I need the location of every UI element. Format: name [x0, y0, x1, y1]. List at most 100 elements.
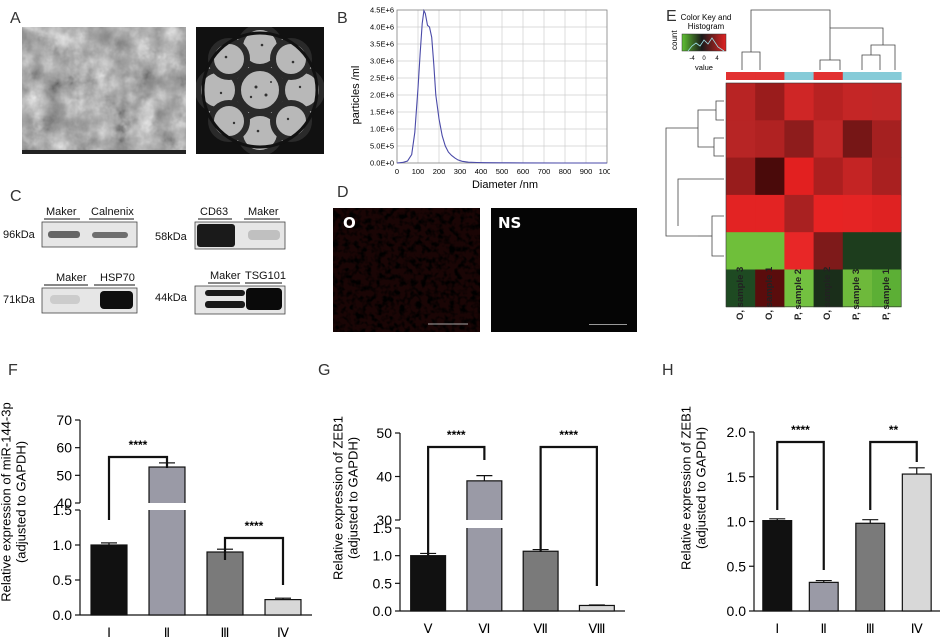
blot2-lane2-label: Maker — [248, 206, 279, 218]
heatmap-cell — [813, 83, 844, 121]
heatmap-column-label: O, sample 2 — [822, 266, 834, 320]
significance-label: **** — [559, 428, 578, 442]
significance-label: ** — [889, 423, 899, 437]
heatmap-cell — [726, 120, 756, 158]
heatmap-column-label: P, sample 3 — [851, 268, 863, 320]
nta-y-tick-label: 0.0E+0 — [370, 159, 394, 168]
tem-image-left — [22, 27, 186, 154]
nta-y-tick-label: 1.0E+6 — [370, 125, 394, 134]
significance-label: **** — [245, 519, 264, 533]
heatmap-cell — [813, 232, 844, 270]
western-blots: Maker Calnenix 96kDa CD63 Maker 58kDa Ma… — [3, 206, 286, 315]
blot2-lane1-label: CD63 — [200, 206, 228, 218]
blot3-kda: 71kDa — [3, 294, 36, 306]
color-key-title: Color Key and Histogram — [681, 13, 732, 31]
y-tick-label: 0.5 — [373, 575, 393, 591]
significance-bracket — [869, 440, 918, 510]
nta-y-tick-label: 4.5E+6 — [370, 6, 394, 15]
heatmap-cell — [813, 194, 844, 233]
nta-x-tick-label: 800 — [559, 167, 572, 176]
bar — [410, 555, 447, 612]
x-tick-label: Ⅵ — [478, 621, 490, 636]
group-color-cell — [726, 72, 756, 80]
y-tick-label: 0.0 — [373, 603, 393, 619]
blot1-lane2-label: Calnenix — [91, 206, 134, 218]
fluorescence-image-o — [333, 208, 480, 332]
nta-y-tick-label: 5.0E+5 — [370, 142, 394, 151]
nta-chart: 0.0E+0 5.0E+5 1.0E+6 1.5E+6 2.0E+6 2.5E+6 3.0E… — [350, 6, 610, 192]
blot4-lane2-label: TSG101 — [245, 270, 286, 282]
significance-label: **** — [447, 428, 466, 442]
chart-g-ylabel: Relative expression of ZEB1(adjusted to … — [331, 416, 361, 580]
y-tick-label: 0.0 — [53, 607, 73, 623]
nta-x-ticks: 0 100 200 300 400 500 600 700 800 900 1000 — [395, 167, 610, 176]
x-tick-label: Ⅴ — [424, 621, 433, 636]
x-tick-label: Ⅲ — [866, 621, 875, 636]
y-tick-label: 0.5 — [53, 572, 73, 588]
y-tick-label: 2.0 — [727, 424, 747, 440]
axis-break-gap — [465, 520, 503, 528]
heatmap-cell — [842, 232, 873, 270]
bar — [578, 604, 615, 612]
bar — [522, 550, 559, 612]
heatmap-column-label: P, sample 2 — [793, 268, 804, 320]
nta-y-axis-label: particles /ml — [350, 66, 362, 125]
heatmap-cell — [726, 157, 756, 196]
nta-y-tick-label: 3.0E+6 — [370, 57, 394, 66]
heatmap-cell — [755, 269, 785, 308]
group-color-cell — [813, 72, 844, 80]
x-tick-label: Ⅳ — [911, 621, 923, 636]
nta-y-ticks: 0.0E+0 5.0E+5 1.0E+6 1.5E+6 2.0E+6 2.5E+6 3.0E… — [370, 6, 394, 168]
bar — [855, 522, 886, 612]
chart-f-ylabel: Relative expression of miR-144-3p(adjust… — [0, 402, 29, 601]
y-tick-label: 40 — [376, 469, 392, 485]
panel-letter-f: F — [8, 362, 18, 379]
nta-x-tick-label: 900 — [580, 167, 593, 176]
x-tick-label: Ⅰ — [775, 621, 779, 636]
nta-x-tick-label: 500 — [496, 167, 509, 176]
bar — [762, 520, 793, 612]
y-tick-label: 1.0 — [53, 537, 73, 553]
heatmap-cells — [725, 82, 902, 308]
fluorescence-label-o: O — [343, 214, 356, 232]
group-color-cell — [755, 72, 785, 80]
heatmap-cell — [755, 232, 785, 270]
bar — [264, 599, 302, 616]
nta-gridlines — [396, 9, 608, 164]
blot1-kda: 96kDa — [3, 229, 36, 241]
heatmap-cell — [726, 269, 756, 308]
bar — [206, 551, 244, 616]
x-tick-label: Ⅳ — [277, 625, 289, 640]
heatmap-cell — [726, 194, 756, 233]
bar — [901, 473, 932, 612]
fluorescence-image-ns — [491, 208, 637, 332]
x-tick-label: Ⅷ — [588, 621, 605, 636]
color-key-value-label: value — [695, 63, 713, 72]
nta-x-tick-label: 100 — [412, 167, 425, 176]
heatmap-cell — [784, 120, 814, 158]
nta-x-tick-label: 400 — [475, 167, 488, 176]
heatmap-cell — [726, 232, 756, 270]
heatmap-panel: Color Key and Histogram count -4 0 4 valu… — [665, 9, 902, 308]
heatmap-cell — [726, 83, 756, 121]
blot1-lane1-label: Maker — [46, 206, 77, 218]
y-tick-label: 0.0 — [727, 603, 747, 619]
heatmap-cell — [842, 269, 873, 308]
bar-chart-f: Relative expression of miR-144-3p(adjust… — [0, 402, 312, 640]
color-key-count-label: count — [670, 30, 679, 50]
y-tick-label: 70 — [56, 412, 72, 428]
heatmap-cell — [755, 157, 785, 196]
significance-bracket — [107, 455, 169, 520]
blot3-lane1-label: Maker — [56, 272, 87, 284]
y-tick-label: 0.5 — [727, 558, 747, 574]
heatmap-cell — [784, 269, 814, 308]
bar — [808, 581, 839, 612]
heatmap-group-color-bar — [726, 72, 902, 80]
y-tick-label: 1.5 — [727, 469, 747, 485]
tem-grid-image — [196, 27, 324, 154]
nta-y-tick-label: 2.5E+6 — [370, 74, 394, 83]
nta-y-tick-label: 2.0E+6 — [370, 91, 394, 100]
x-tick-label: Ⅱ — [164, 625, 170, 640]
panel-letter-g: G — [318, 362, 331, 379]
heatmap-cell — [755, 120, 785, 158]
